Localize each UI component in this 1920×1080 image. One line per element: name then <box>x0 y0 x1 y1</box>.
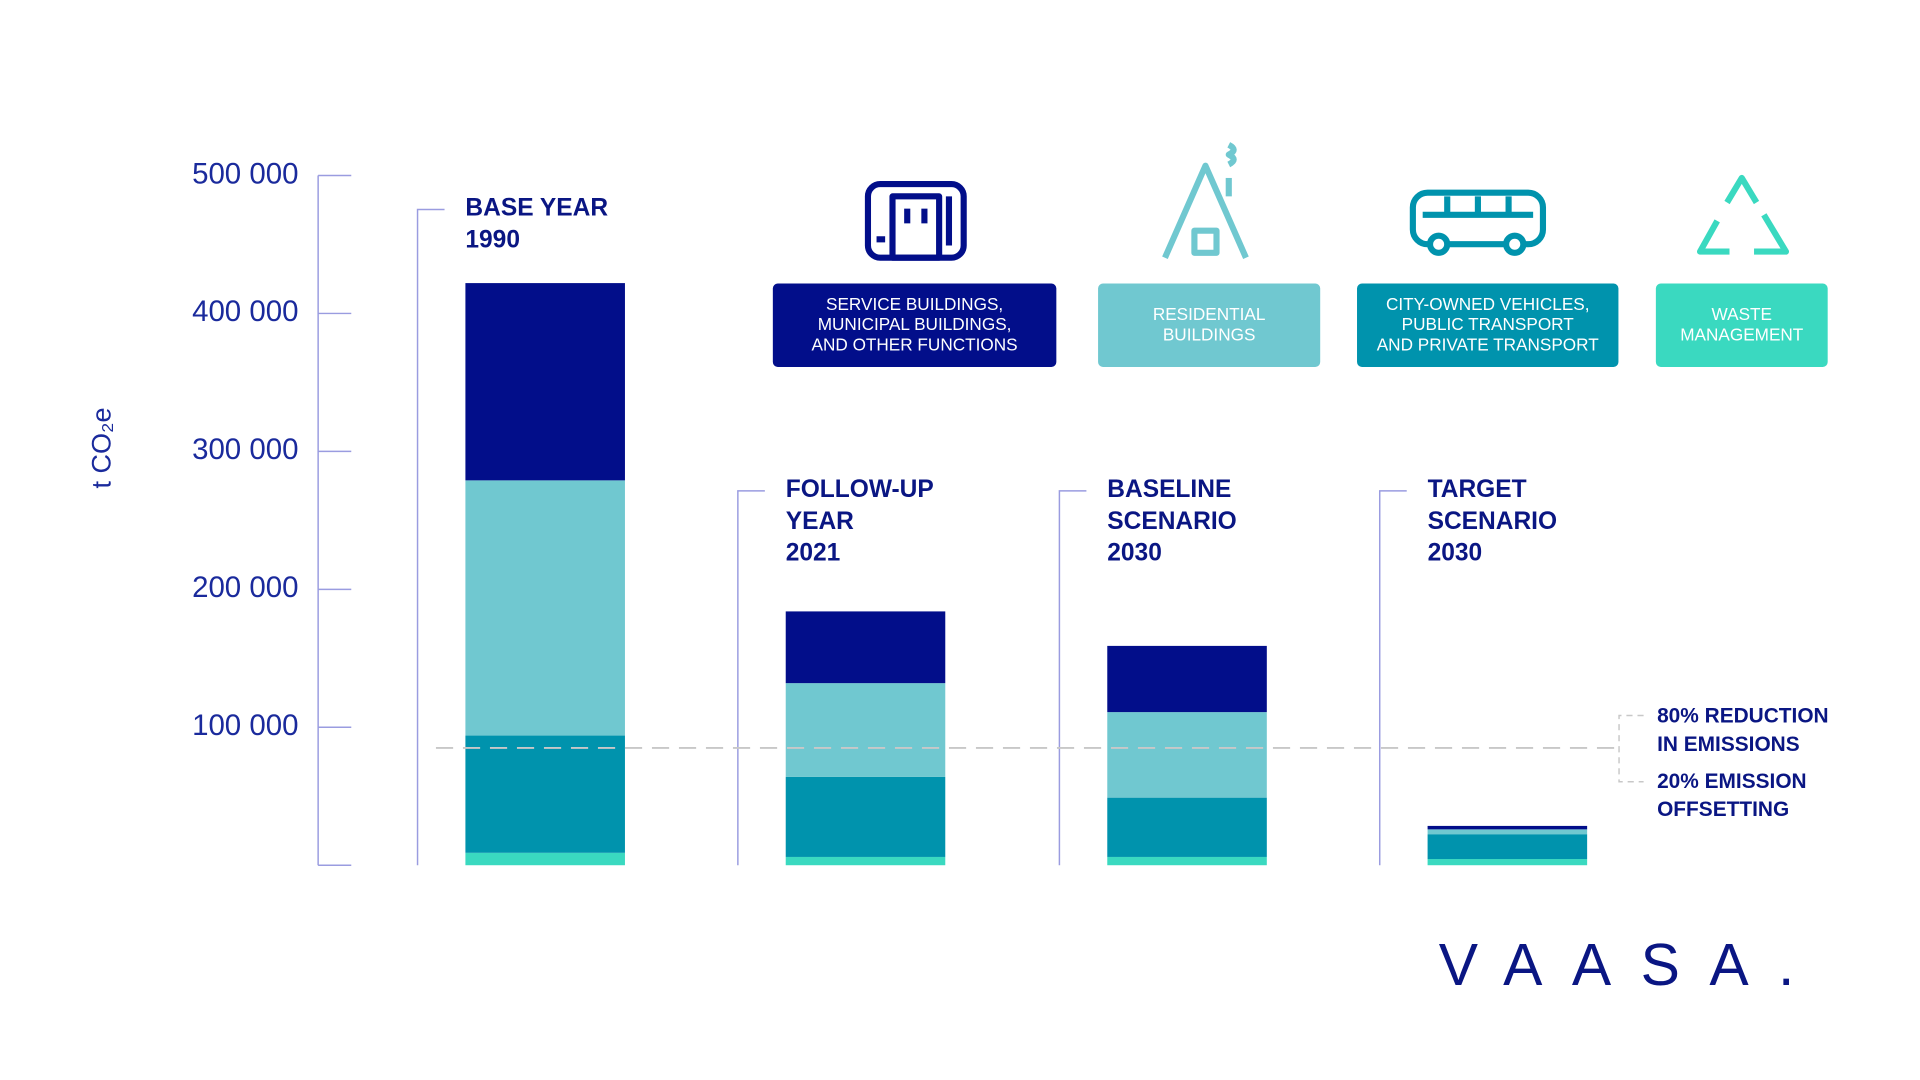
legend-label: CITY-OWNED VEHICLES, PUBLIC TRANSPORT AND … <box>1377 294 1600 355</box>
annotation: 80% REDUCTION IN EMISSIONS <box>1657 704 1829 755</box>
bar-segment <box>465 735 625 853</box>
bar-segment <box>1427 859 1588 866</box>
y-tick-label: 500 000 <box>192 157 298 190</box>
legend-label: WASTE MANAGEMENT <box>1680 304 1804 344</box>
bar-segment <box>465 852 625 866</box>
category-bracket <box>1058 490 1087 866</box>
legend-label: RESIDENTIAL BUILDINGS <box>1153 304 1266 344</box>
bar-segment <box>785 776 946 857</box>
bar-segment <box>1427 825 1588 830</box>
category-bracket <box>416 208 445 866</box>
category-bracket <box>1378 490 1407 866</box>
bar-segment <box>1427 829 1588 835</box>
logo: VAASA. <box>1439 933 1824 998</box>
legend-box <box>1098 283 1321 367</box>
category-label: BASE YEAR 1990 <box>465 195 608 254</box>
y-tick-label: 200 000 <box>192 571 298 604</box>
bar-segment <box>1107 856 1267 866</box>
y-tick-label: 400 000 <box>192 295 298 328</box>
bar-segment <box>785 856 946 866</box>
bar-segment <box>785 683 946 777</box>
building-icon <box>864 181 967 261</box>
icons <box>864 142 1790 261</box>
y-tick-label: 300 000 <box>192 433 298 466</box>
recycle-icon <box>1696 174 1790 255</box>
category-label: TARGET SCENARIO 2030 <box>1428 476 1557 567</box>
category-label: BASELINE SCENARIO 2030 <box>1107 476 1236 567</box>
bar-segment <box>1107 797 1267 857</box>
legend-box <box>1357 283 1619 367</box>
category-label: FOLLOW-UP YEAR 2021 <box>786 476 934 567</box>
bar-segment <box>1427 834 1588 860</box>
legend-box <box>772 283 1057 367</box>
y-tick-label: 100 000 <box>192 709 298 742</box>
category-bracket <box>737 490 765 866</box>
bar-segment <box>465 480 625 736</box>
bar-segment <box>465 283 625 481</box>
bar-segment <box>785 611 946 684</box>
bar-segment <box>1107 645 1267 713</box>
house-icon <box>1162 142 1249 259</box>
annotation-bracket <box>1618 714 1644 783</box>
bar-segment <box>1107 712 1267 798</box>
annotation: 20% EMISSION OFFSETTING <box>1657 769 1807 820</box>
legend-box <box>1655 283 1828 367</box>
legend-label: SERVICE BUILDINGS, MUNICIPAL BUILDINGS, AN… <box>812 294 1018 355</box>
y-axis-label: t CO₂e <box>86 407 116 488</box>
bus-icon <box>1409 189 1547 256</box>
